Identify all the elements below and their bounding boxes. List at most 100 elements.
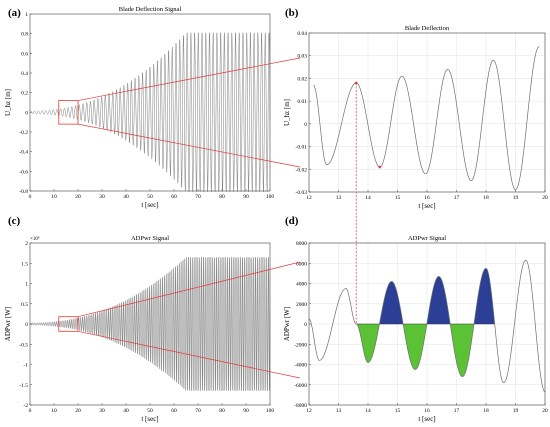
series-line (29, 32, 271, 193)
y-tick-label: 0.01 (297, 99, 307, 105)
x-tick-label: 60 (171, 194, 177, 200)
y-tick-label: -0.5 (19, 342, 28, 348)
y-tick-label: 0.5 (21, 302, 28, 308)
positive-lobe (379, 281, 403, 324)
x-tick-label: 60 (171, 408, 177, 414)
y-tick-label: -8000 (294, 403, 307, 409)
x-tick-label: 14 (365, 195, 371, 201)
y-tick-label: 0 (304, 122, 307, 128)
y-tick-label: -0.8 (19, 189, 28, 195)
x-tick-label: 14 (365, 408, 371, 414)
connector-line (77, 330, 301, 379)
y-tick-label: 0.04 (297, 31, 307, 37)
y-tick-label: 1.5 (21, 261, 28, 267)
x-tick-label: 90 (243, 408, 249, 414)
x-tick-label: 70 (195, 408, 201, 414)
y-tick-label: 0 (25, 322, 28, 328)
x-tick-label: 16 (424, 195, 430, 201)
x-tick-label: 80 (219, 194, 225, 200)
panel-d: 12 13 14 15 16 17 18 19 20 -8000 -6000 -4000 -2000 0 2… (283, 235, 548, 423)
x-tick-label: 18 (483, 408, 489, 414)
x-tick-label: 19 (513, 408, 519, 414)
x-tick-label: 19 (513, 195, 519, 201)
y-axis-label: ADPwr [W] (283, 307, 291, 341)
x-tick-label: 70 (195, 194, 201, 200)
y-tick-label: 0.03 (297, 54, 307, 60)
y-tick-label: 0 (304, 322, 307, 328)
y-tick-label: -0.2 (19, 130, 28, 136)
x-tick-label: 20 (75, 194, 81, 200)
x-tick-label: 17 (454, 408, 460, 414)
y-axis-label: U_hz [m] (4, 89, 12, 116)
x-tick-label: 15 (395, 195, 401, 201)
y-tick-label: -2000 (294, 342, 307, 348)
y-tick-label: 2 (25, 241, 28, 247)
chart-title: ADPwr Signal (408, 235, 446, 242)
positive-lobe (427, 276, 451, 324)
chart-title: Blade Deflection Signal (119, 6, 182, 13)
x-tick-label: 100 (266, 194, 275, 200)
x-tick-label: 13 (336, 408, 342, 414)
zoom-box (58, 100, 79, 125)
x-tick-label: 18 (483, 195, 489, 201)
y-axis-label: ADPwr [W] (4, 307, 12, 341)
x-tick-label: 20 (542, 408, 548, 414)
y-tick-label: -6000 (294, 383, 307, 389)
x-tick-label: 90 (243, 194, 249, 200)
panel-label-c: (c) (8, 215, 21, 227)
series-line (313, 46, 540, 191)
y-tick-label: 2000 (296, 302, 307, 308)
x-tick-label: 40 (123, 194, 129, 200)
x-tick-label: 40 (123, 408, 129, 414)
y-tick-label: -0.01 (296, 145, 308, 151)
connector-line (77, 261, 301, 318)
negative-lobe (450, 324, 474, 377)
y-tick-label: 0 (25, 110, 28, 116)
y-tick-label: -1.5 (19, 383, 28, 389)
x-tick-label: 0 (29, 194, 32, 200)
panel-label-a: (a) (8, 7, 21, 19)
chart-title: Blade Deflection (405, 25, 450, 32)
x-axis-label: t [sec] (418, 202, 435, 210)
connector-line (77, 123, 301, 168)
y-tick-label: 0.02 (297, 76, 307, 82)
x-tick-label: 16 (424, 408, 430, 414)
y-tick-label: -1 (23, 363, 28, 369)
x-tick-label: 20 (75, 408, 81, 414)
panel-label-b: (b) (285, 7, 299, 19)
y-tick-label: -0.02 (296, 167, 308, 173)
y-tick-label: -4000 (294, 363, 307, 369)
positive-lobe (474, 268, 495, 324)
x-tick-label: 30 (99, 408, 105, 414)
panel-c: 0 10 20 30 40 50 60 70 80 90 100 -2 -1.5 -1 -0.5 0 0.5 1 1… (4, 235, 274, 423)
x-tick-label: 50 (147, 408, 153, 414)
y-tick-label: -2 (23, 403, 28, 409)
x-tick-label: 15 (395, 408, 401, 414)
x-tick-label: 17 (454, 195, 460, 201)
connector-line (77, 57, 301, 101)
panel-a: 0 10 20 30 40 50 60 70 80 90 100 -0.8 -0.6 -0.4 -0.2 0 0… (4, 6, 274, 209)
series-line (29, 257, 271, 391)
marker-point (354, 81, 358, 85)
series-line (308, 259, 546, 393)
negative-lobe (403, 324, 427, 370)
x-axis-label: t [sec] (141, 201, 158, 209)
x-tick-label: 100 (266, 408, 275, 414)
x-tick-label: 20 (542, 195, 548, 201)
x-axis-label: t [sec] (141, 415, 158, 423)
y-tick-label: 8000 (296, 241, 307, 247)
x-tick-label: 50 (147, 194, 153, 200)
y-tick-label: 0.8 (21, 32, 28, 38)
x-tick-label: 10 (51, 194, 57, 200)
y-tick-label: 0.6 (21, 51, 28, 57)
x-tick-label: 12 (306, 408, 312, 414)
panel-b: 12 13 14 15 16 17 18 19 20 -0.03 -0.02 -0.01 0 0.01 0.… (283, 25, 548, 210)
x-axis-label: t [sec] (418, 415, 435, 423)
x-tick-label: 30 (99, 194, 105, 200)
zoom-box (58, 316, 79, 332)
panel-label-d: (d) (285, 215, 299, 227)
zoom-connectors (77, 57, 357, 379)
y-tick-label: 4000 (296, 282, 307, 288)
y-tick-label: -0.4 (19, 150, 28, 156)
